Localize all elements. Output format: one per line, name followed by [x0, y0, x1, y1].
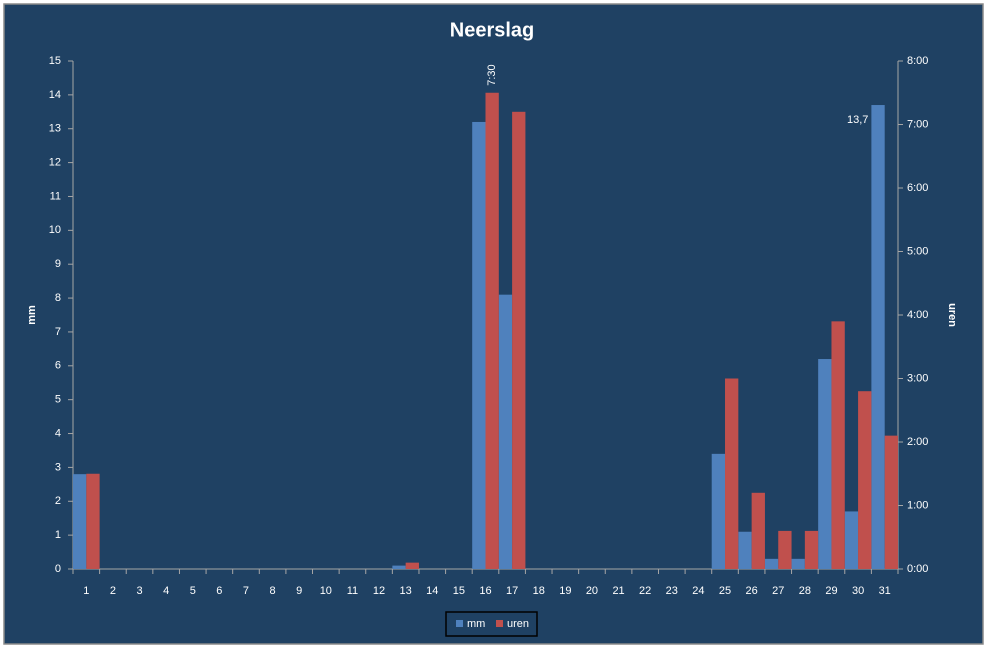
x-tick-label: 13: [400, 585, 412, 597]
bar: [392, 565, 406, 569]
legend-label: uren: [507, 618, 529, 630]
legend-swatch: [496, 620, 503, 627]
y-tick-label: 2: [55, 495, 61, 507]
x-tick-label: 15: [453, 585, 465, 597]
x-tick-label: 17: [506, 585, 518, 597]
y2-tick-label: 2:00: [907, 436, 928, 448]
bar: [485, 92, 499, 569]
x-tick-label: 20: [586, 585, 598, 597]
bar: [73, 474, 87, 569]
bar: [871, 105, 885, 569]
data-label: 7:30: [486, 64, 498, 85]
y-tick-label: 6: [55, 360, 61, 372]
x-tick-label: 19: [559, 585, 571, 597]
bar: [791, 558, 805, 569]
y-axis-title: mm: [26, 305, 38, 325]
bar: [844, 511, 859, 569]
y2-tick-label: 5:00: [907, 245, 928, 257]
y-tick-label: 0: [55, 563, 61, 575]
y2-tick-label: 0:00: [907, 563, 928, 575]
bar: [711, 453, 726, 569]
x-tick-label: 10: [320, 585, 332, 597]
x-tick-label: 24: [692, 585, 704, 597]
y2-tick-label: 1:00: [907, 499, 928, 511]
y2-tick-label: 6:00: [907, 182, 928, 194]
bar: [751, 492, 765, 569]
bar: [472, 121, 486, 570]
x-tick-label: 1: [83, 585, 89, 597]
x-tick-label: 22: [639, 585, 651, 597]
y-tick-label: 4: [55, 427, 61, 439]
y2-tick-label: 8:00: [907, 55, 928, 67]
x-tick-label: 12: [373, 585, 385, 597]
data-label: 13,7: [847, 114, 868, 126]
y-tick-label: 5: [55, 394, 61, 406]
y2-axis-title: uren: [946, 303, 958, 327]
bar: [725, 378, 739, 569]
y-tick-label: 12: [49, 157, 61, 169]
y-tick-label: 14: [49, 89, 61, 101]
x-tick-label: 18: [533, 585, 545, 597]
x-tick-label: 30: [852, 585, 864, 597]
y-tick-label: 13: [49, 123, 61, 135]
y-tick-label: 9: [55, 258, 61, 270]
bar: [778, 530, 792, 569]
x-tick-label: 16: [479, 585, 491, 597]
y2-tick-label: 4:00: [907, 309, 928, 321]
x-tick-label: 14: [426, 585, 438, 597]
x-tick-label: 27: [772, 585, 784, 597]
y-tick-label: 1: [55, 529, 61, 541]
x-tick-label: 31: [879, 585, 891, 597]
x-tick-label: 6: [216, 585, 222, 597]
y-tick-label: 3: [55, 461, 61, 473]
bar: [804, 530, 819, 569]
x-tick-label: 25: [719, 585, 731, 597]
bar: [884, 435, 898, 569]
x-tick-label: 4: [163, 585, 169, 597]
chart-title: Neerslag: [450, 19, 535, 41]
legend-label: mm: [467, 618, 485, 630]
y2-tick-label: 7:00: [907, 118, 928, 130]
x-tick-label: 23: [666, 585, 678, 597]
bar: [405, 562, 419, 569]
x-tick-label: 3: [136, 585, 142, 597]
x-tick-label: 26: [746, 585, 758, 597]
y-tick-label: 8: [55, 292, 61, 304]
x-tick-label: 11: [347, 585, 358, 597]
x-tick-label: 2: [110, 585, 116, 597]
y-tick-label: 15: [49, 55, 61, 67]
x-tick-label: 29: [825, 585, 837, 597]
y-tick-label: 7: [55, 326, 61, 338]
bar: [818, 359, 832, 569]
bar: [858, 391, 872, 569]
x-tick-label: 9: [296, 585, 302, 597]
x-tick-label: 8: [270, 585, 276, 597]
bar: [498, 294, 513, 569]
legend-swatch: [456, 620, 463, 627]
y-tick-label: 11: [50, 190, 61, 202]
x-tick-label: 28: [799, 585, 811, 597]
bar: [764, 558, 779, 569]
bar: [512, 111, 526, 570]
bar: [738, 531, 752, 569]
y2-tick-label: 3:00: [907, 372, 928, 384]
bar: [831, 321, 845, 569]
y-tick-label: 10: [49, 224, 61, 236]
bar: [86, 473, 100, 569]
x-tick-label: 21: [612, 585, 624, 597]
x-tick-label: 7: [243, 585, 249, 597]
x-tick-label: 5: [190, 585, 196, 597]
